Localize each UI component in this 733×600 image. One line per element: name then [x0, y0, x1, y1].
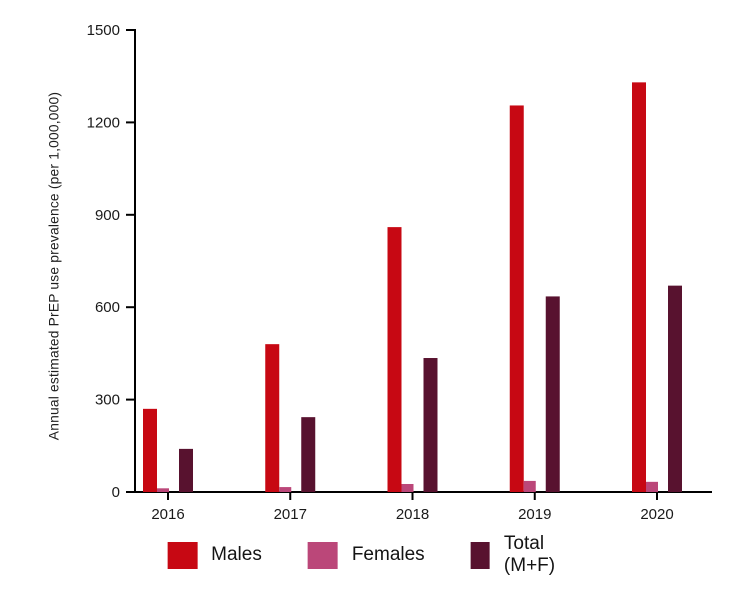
- y-tick-label: 0: [112, 484, 120, 501]
- bar-males-2017: [265, 344, 280, 492]
- legend-item-males: Males: [167, 541, 262, 569]
- bar-females-2016: [157, 488, 169, 492]
- x-tick-label: 2019: [518, 506, 551, 522]
- bar-males-2016: [143, 408, 157, 492]
- y-tick-label: 300: [95, 392, 120, 409]
- bar-chart-plot: 0 300 600 900 1200 1500 2016 2017 2018 2019 2020: [87, 22, 712, 522]
- bar-females-2018: [401, 483, 414, 492]
- legend-swatch-males: [167, 541, 198, 569]
- bar-total-m-f-2016: [179, 448, 193, 492]
- bar-total-m-f-2019: [545, 296, 560, 492]
- bar-males-2019: [509, 105, 524, 493]
- legend-label-males: Males: [211, 544, 262, 565]
- bar-males-2018: [387, 227, 402, 492]
- bar-total-m-f-2017: [301, 417, 316, 492]
- legend-swatch-total-m-f: [470, 541, 490, 569]
- chart-legend: Males Females Total (M+F): [167, 533, 566, 577]
- legend-item-females: Females: [307, 541, 425, 569]
- bar-total-m-f-2020: [668, 285, 682, 492]
- bar-males-2020: [632, 82, 646, 493]
- bar-females-2020: [646, 481, 658, 492]
- bar-females-2017: [279, 487, 292, 492]
- bar-total-m-f-2018: [423, 358, 438, 492]
- x-tick-label: 2016: [151, 506, 184, 522]
- legend-label-females: Females: [351, 544, 425, 565]
- x-tick-label: 2017: [274, 506, 307, 522]
- y-tick-label: 600: [95, 299, 120, 316]
- legend-swatch-females: [307, 541, 338, 569]
- bar-females-2019: [523, 480, 536, 492]
- x-tick-label: 2018: [396, 506, 429, 522]
- x-tick-label: 2020: [640, 506, 673, 522]
- y-tick-label: 1500: [87, 22, 120, 39]
- y-tick-label: 1200: [87, 114, 120, 131]
- legend-item-total-m-f: Total (M+F): [470, 533, 566, 577]
- y-tick-label: 900: [95, 207, 120, 224]
- legend-label-total-m-f: Total (M+F): [503, 533, 556, 576]
